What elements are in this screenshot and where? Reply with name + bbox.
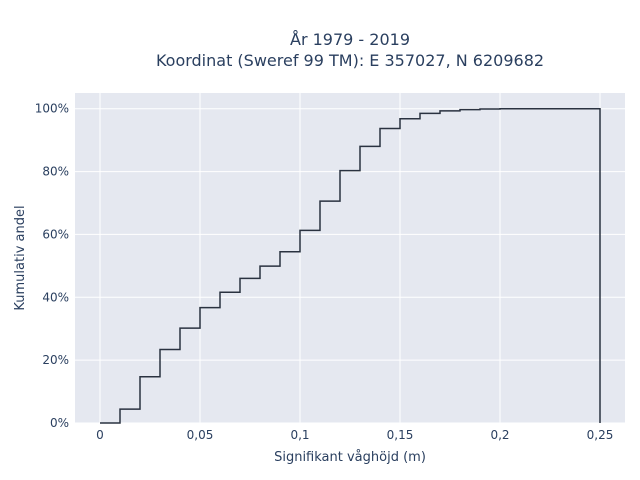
- y-tick-labels: 0% 20% 40% 60% 80% 100%: [35, 102, 69, 430]
- y-tick-label: 80%: [42, 165, 69, 179]
- x-tick-label: 0,1: [290, 428, 309, 442]
- x-tick-label: 0,05: [187, 428, 214, 442]
- x-tick-labels: 0 0,05 0,1 0,15 0,2 0,25: [96, 428, 613, 442]
- y-tick-label: 20%: [42, 353, 69, 367]
- x-tick-label: 0,15: [387, 428, 414, 442]
- x-tick-label: 0,25: [587, 428, 614, 442]
- x-axis-title: Signifikant våghöjd (m): [274, 450, 426, 465]
- y-axis-title: Kumulativ andel: [13, 205, 28, 310]
- y-tick-label: 100%: [35, 102, 69, 116]
- y-tick-label: 0%: [50, 416, 69, 430]
- chart-title-line-1: År 1979 - 2019: [290, 30, 410, 49]
- y-tick-label: 60%: [42, 227, 69, 241]
- series-layer: [100, 107, 601, 424]
- series-line-0: [100, 107, 601, 424]
- chart-title-line-2: Koordinat (Sweref 99 TM): E 357027, N 62…: [156, 51, 544, 70]
- x-tick-label: 0: [96, 428, 104, 442]
- plot-background: [75, 93, 625, 423]
- x-tick-label: 0,2: [490, 428, 509, 442]
- y-tick-label: 40%: [42, 290, 69, 304]
